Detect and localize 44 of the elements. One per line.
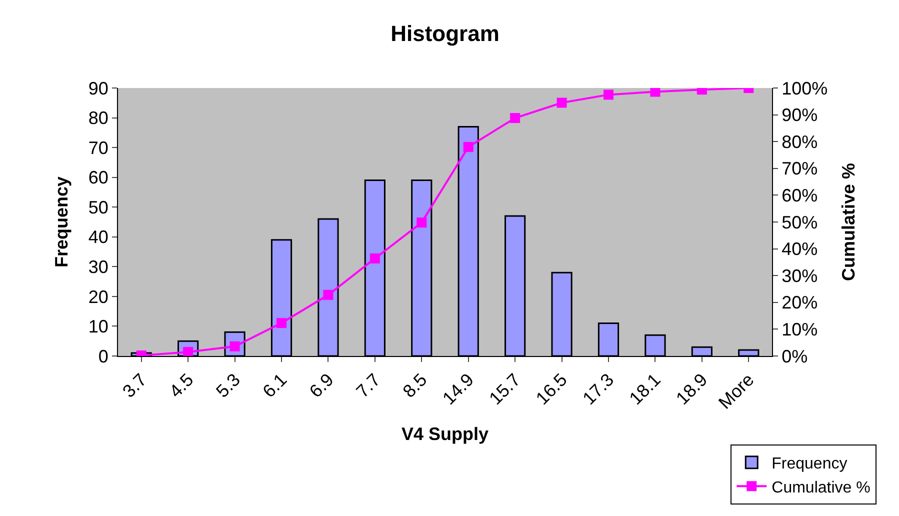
x-tick-label: 18.1	[625, 370, 664, 409]
y-tick-label: 70	[88, 138, 108, 158]
y2-tick-label: 50%	[782, 212, 818, 232]
y-tick-label: 30	[88, 256, 108, 277]
chart-title: Histogram	[390, 21, 500, 46]
point	[416, 218, 427, 228]
y2-tick-label: 10%	[782, 320, 818, 340]
y2-tick-label: 60%	[782, 186, 818, 206]
legend-label: Cumulative %	[772, 479, 870, 496]
y2-tick-label: 40%	[782, 239, 818, 260]
x-tick-label: 6.1	[258, 370, 291, 402]
legend-label: Frequency	[772, 456, 848, 473]
point	[510, 113, 520, 124]
y-tick-label: 90	[88, 78, 108, 98]
y-axis-title: Frequency	[52, 176, 72, 268]
y2-tick-label: 20%	[782, 292, 818, 313]
x-axis-title: V4 Supply	[401, 424, 489, 444]
y2-tick-label: 30%	[782, 266, 818, 286]
x-tick-label: 4.5	[165, 370, 198, 402]
point	[604, 90, 614, 100]
x-tick-label: 8.5	[398, 370, 431, 402]
point	[323, 290, 334, 300]
y-tick-label: 0	[98, 346, 108, 366]
x-tick-label: 5.3	[212, 370, 244, 402]
x-tick-label: 3.7	[118, 370, 151, 402]
y2-axis-title: Cumulative %	[838, 162, 859, 282]
x-tick-label: 7.7	[352, 370, 384, 402]
y2-tick-label: 80%	[782, 132, 818, 152]
point	[276, 318, 286, 328]
y-tick-label: 40	[88, 227, 108, 248]
x-tick-label: 6.9	[306, 370, 338, 402]
y2-tick-label: 0%	[782, 346, 808, 366]
y-tick-label: 20	[88, 286, 108, 307]
point	[370, 253, 380, 264]
point	[556, 98, 567, 108]
y2-tick-label: 100%	[782, 78, 828, 98]
y-tick-label: 50	[88, 197, 108, 218]
point	[650, 88, 660, 97]
y-tick-label: 80	[88, 108, 108, 128]
y-tick-label: 60	[88, 168, 108, 188]
y-tick-label: 10	[88, 316, 108, 337]
y2-tick-label: 70%	[782, 158, 818, 179]
y2-tick-label: 90%	[782, 105, 818, 126]
point	[463, 142, 474, 152]
